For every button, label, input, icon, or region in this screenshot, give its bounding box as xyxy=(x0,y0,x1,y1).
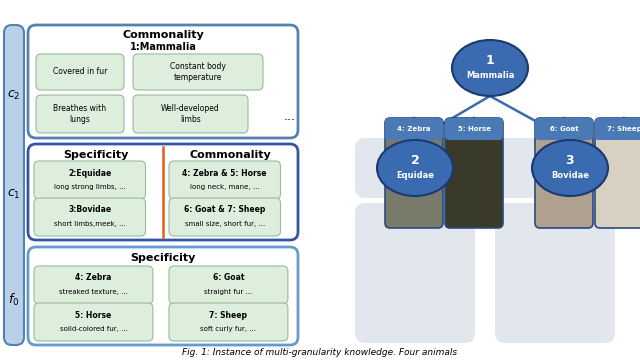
Text: Commonality: Commonality xyxy=(122,30,204,40)
FancyBboxPatch shape xyxy=(355,138,600,198)
Text: 3:Bovidae: 3:Bovidae xyxy=(68,205,111,215)
FancyBboxPatch shape xyxy=(28,247,298,345)
FancyBboxPatch shape xyxy=(34,198,145,236)
FancyBboxPatch shape xyxy=(169,303,288,341)
Text: Mammalia: Mammalia xyxy=(466,72,514,81)
Text: 5: Horse: 5: Horse xyxy=(76,310,111,319)
Text: streaked texture, ...: streaked texture, ... xyxy=(59,289,128,295)
FancyBboxPatch shape xyxy=(445,118,503,140)
Text: straight fur ...: straight fur ... xyxy=(204,289,253,295)
FancyBboxPatch shape xyxy=(34,266,153,304)
Ellipse shape xyxy=(377,140,453,196)
FancyBboxPatch shape xyxy=(169,198,280,236)
Text: Breathes with
lungs: Breathes with lungs xyxy=(53,104,107,124)
Ellipse shape xyxy=(452,40,528,96)
FancyBboxPatch shape xyxy=(133,95,248,133)
FancyBboxPatch shape xyxy=(495,203,615,343)
FancyBboxPatch shape xyxy=(385,118,443,228)
Text: 7: Sheep: 7: Sheep xyxy=(607,126,640,132)
Text: Constant body
temperature: Constant body temperature xyxy=(170,62,226,82)
Text: 5: Horse: 5: Horse xyxy=(458,126,490,132)
Text: ...: ... xyxy=(284,110,296,122)
Text: Covered in fur: Covered in fur xyxy=(53,68,107,77)
Text: 7: Sheep: 7: Sheep xyxy=(209,310,248,319)
Text: Specificity: Specificity xyxy=(63,150,128,160)
FancyBboxPatch shape xyxy=(535,118,593,140)
Text: 1: 1 xyxy=(486,54,494,68)
Text: 6: Goat: 6: Goat xyxy=(550,126,579,132)
Text: 2: 2 xyxy=(411,155,419,167)
FancyBboxPatch shape xyxy=(28,25,298,138)
FancyBboxPatch shape xyxy=(595,118,640,228)
Text: 3: 3 xyxy=(566,155,574,167)
FancyBboxPatch shape xyxy=(355,203,475,343)
FancyBboxPatch shape xyxy=(36,54,124,90)
Text: 4: Zebra: 4: Zebra xyxy=(76,273,111,282)
Text: long neck, mane, ...: long neck, mane, ... xyxy=(190,184,260,190)
FancyBboxPatch shape xyxy=(133,54,263,90)
Text: $\it{f}_0$: $\it{f}_0$ xyxy=(8,292,20,308)
FancyBboxPatch shape xyxy=(36,95,124,133)
Text: Equidae: Equidae xyxy=(396,171,434,180)
Text: 4: Zebra & 5: Horse: 4: Zebra & 5: Horse xyxy=(182,168,267,178)
FancyBboxPatch shape xyxy=(34,161,145,199)
Text: 6: Goat & 7: Sheep: 6: Goat & 7: Sheep xyxy=(184,205,266,215)
Ellipse shape xyxy=(532,140,608,196)
Text: Fig. 1: Instance of multi-granularity knowledge. Four animals: Fig. 1: Instance of multi-granularity kn… xyxy=(182,348,458,357)
Text: long strong limbs, ...: long strong limbs, ... xyxy=(54,184,125,190)
Text: Commonality: Commonality xyxy=(189,150,271,160)
Text: Well-developed
limbs: Well-developed limbs xyxy=(161,104,220,124)
Text: solid-colored fur, ...: solid-colored fur, ... xyxy=(60,326,127,332)
Text: 2:Equidae: 2:Equidae xyxy=(68,168,111,178)
Text: small size, short fur, ...: small size, short fur, ... xyxy=(184,221,265,227)
FancyBboxPatch shape xyxy=(445,118,503,228)
Text: 1:Mammalia: 1:Mammalia xyxy=(129,42,196,52)
Text: Specificity: Specificity xyxy=(131,253,196,263)
Text: soft curly fur, ...: soft curly fur, ... xyxy=(200,326,257,332)
FancyBboxPatch shape xyxy=(28,144,298,240)
FancyBboxPatch shape xyxy=(535,118,593,228)
Text: 4: Zebra: 4: Zebra xyxy=(397,126,431,132)
Text: $\it{c}_2$: $\it{c}_2$ xyxy=(7,89,20,102)
Text: short limbs,meek, ...: short limbs,meek, ... xyxy=(54,221,125,227)
Text: 6: Goat: 6: Goat xyxy=(212,273,244,282)
FancyBboxPatch shape xyxy=(385,118,443,140)
FancyBboxPatch shape xyxy=(34,303,153,341)
Text: Bovidae: Bovidae xyxy=(551,171,589,180)
FancyBboxPatch shape xyxy=(169,161,280,199)
Text: $\it{c}_1$: $\it{c}_1$ xyxy=(7,188,21,201)
FancyBboxPatch shape xyxy=(4,25,24,345)
FancyBboxPatch shape xyxy=(169,266,288,304)
FancyBboxPatch shape xyxy=(595,118,640,140)
